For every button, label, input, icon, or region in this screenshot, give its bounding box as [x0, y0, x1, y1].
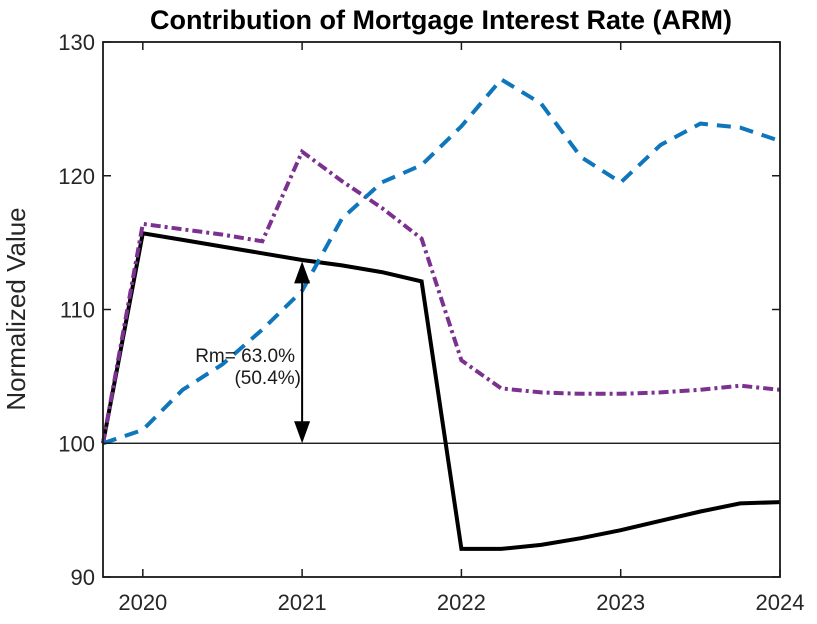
annotation-arrowhead-up	[294, 261, 311, 284]
annotation-text-rm: Rm= 63.0%	[195, 346, 295, 367]
x-tick-label: 2024	[756, 590, 805, 615]
y-tick-label: 130	[58, 30, 95, 55]
series-purple-dash-dot	[101, 148, 781, 444]
y-tick-label: 90	[71, 565, 95, 590]
series-black-solid	[101, 231, 781, 551]
chart-title: Contribution of Mortgage Interest Rate (…	[150, 5, 732, 35]
x-tick-label: 2023	[596, 590, 645, 615]
series-blue-dashed	[102, 76, 781, 446]
annotation-arrowhead-down	[294, 421, 311, 444]
y-tick-label: 110	[60, 298, 95, 323]
x-tick-label: 2022	[437, 590, 486, 615]
plot-generated-layer: 2020 2021 2022 2023 2024 90 100 110 120 130	[58, 30, 804, 615]
y-axis-label: Normalized Value	[1, 207, 31, 410]
axes-box	[102, 41, 781, 578]
y-tick-label: 120	[58, 164, 95, 189]
annotation-text-pct: (50.4%)	[234, 368, 301, 389]
x-tick-label: 2020	[118, 590, 167, 615]
x-tick-label: 2021	[278, 590, 327, 615]
y-tick-label: 100	[58, 431, 95, 456]
